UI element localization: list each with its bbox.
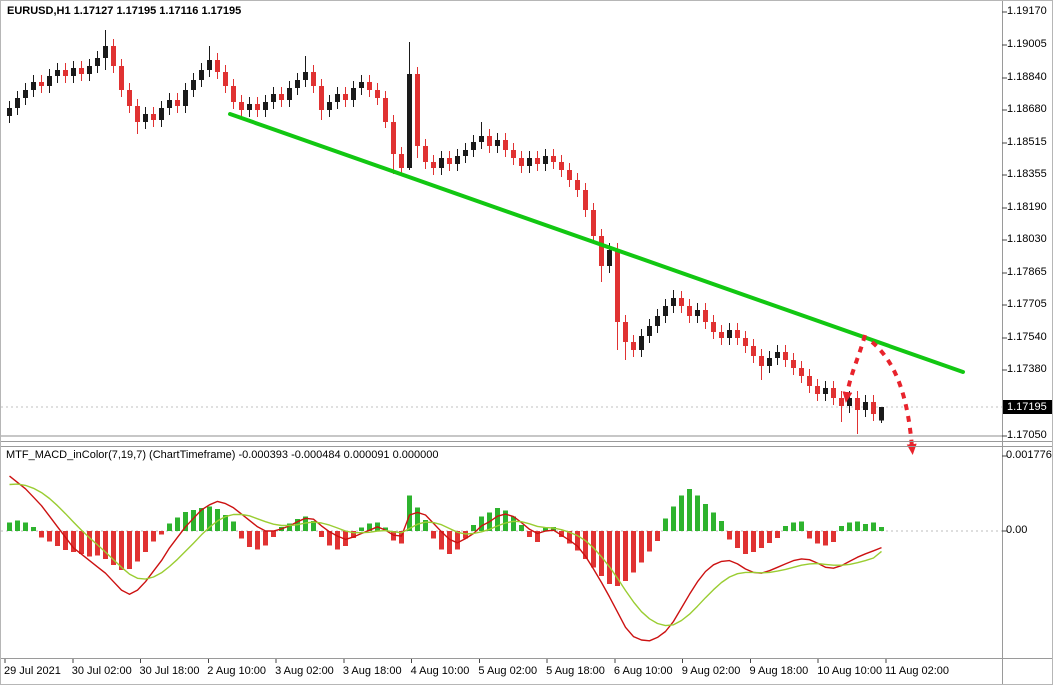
projection-arrow-short[interactable] bbox=[842, 334, 867, 403]
macd-signal-line bbox=[9, 483, 882, 627]
current-price-tag: 1.17195 bbox=[1003, 400, 1052, 414]
trendline[interactable] bbox=[228, 112, 965, 374]
candles bbox=[7, 30, 884, 434]
macd-line bbox=[9, 475, 882, 642]
symbol-ohlc-readout: EURUSD,H1 1.17127 1.17195 1.17116 1.1719… bbox=[7, 5, 242, 17]
indicator-readout: MTF_MACD_inColor(7,19,7) (ChartTimeframe… bbox=[6, 449, 439, 461]
projection-arrow-long[interactable] bbox=[870, 340, 917, 455]
